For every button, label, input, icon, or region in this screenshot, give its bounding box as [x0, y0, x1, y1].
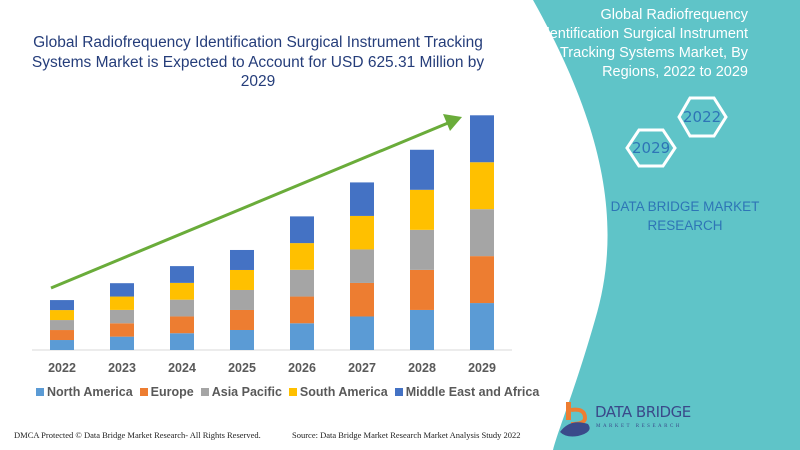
bar-segment-2027-middle-east-and-africa — [350, 182, 374, 216]
bar-segment-2029-north-america — [470, 303, 494, 350]
hex-label-2022: 2022 — [683, 108, 722, 126]
x-tick-label: 2027 — [348, 361, 376, 375]
x-tick-label: 2026 — [288, 361, 316, 375]
legend-label: Middle East and Africa — [405, 385, 540, 399]
bar-segment-2028-europe — [410, 269, 434, 310]
legend-swatch — [288, 388, 297, 396]
legend-swatch — [139, 388, 148, 396]
bar-segment-2028-north-america — [410, 309, 434, 350]
legend-label: North America — [47, 385, 133, 399]
legend-item: Middle East and Africa — [394, 385, 540, 399]
bar-segment-2022-north-america — [50, 340, 74, 350]
bar-segment-2023-asia-pacific — [110, 309, 134, 324]
bar-segment-2023-south-america — [110, 296, 134, 310]
bar-segment-2029-europe — [470, 256, 494, 304]
bar-segment-2024-europe — [170, 316, 194, 334]
footer-source: Source: Data Bridge Market Research Mark… — [292, 430, 521, 440]
bar-segment-2026-asia-pacific — [290, 269, 314, 297]
footer-copyright: DMCA Protected © Data Bridge Market Rese… — [14, 430, 261, 440]
legend-label: Europe — [150, 385, 194, 399]
bar-segment-2023-north-america — [110, 336, 134, 350]
bar-segment-2022-middle-east-and-africa — [50, 300, 74, 311]
right-panel-title: Global Radiofrequency Identification Sur… — [537, 7, 748, 80]
bar-segment-2026-north-america — [290, 323, 314, 350]
bar-segment-2022-south-america — [50, 310, 74, 321]
bar-segment-2027-south-america — [350, 215, 374, 250]
trend-arrow-head — [443, 114, 462, 131]
chart-legend: North America Europe Asia Pacific South Ame… — [36, 385, 539, 399]
bar-segment-2024-south-america — [170, 282, 194, 300]
hexagon-2029 — [625, 128, 677, 168]
chart-title: Global Radiofrequency Identification Sur… — [31, 34, 485, 90]
legend-label: Asia Pacific — [211, 385, 282, 399]
bar-segment-2028-middle-east-and-africa — [410, 149, 434, 190]
bar-segment-2024-asia-pacific — [170, 299, 194, 317]
bar-segment-2022-asia-pacific — [50, 320, 74, 331]
trend-arrow — [50, 114, 462, 290]
bar-segment-2029-south-america — [470, 162, 494, 210]
legend-item: North America — [36, 385, 133, 399]
bar-segment-2027-north-america — [350, 316, 374, 350]
bar-segment-2029-middle-east-and-africa — [470, 115, 494, 163]
bar-segment-2028-south-america — [410, 189, 434, 230]
bar-segment-2024-north-america — [170, 333, 194, 350]
x-tick-label: 2024 — [168, 361, 196, 375]
bar-segment-2025-asia-pacific — [230, 289, 254, 310]
x-tick-label: 2025 — [228, 361, 256, 375]
bar-segment-2026-south-america — [290, 243, 314, 270]
bar-segment-2024-middle-east-and-africa — [170, 266, 194, 283]
bar-segment-2029-asia-pacific — [470, 209, 494, 257]
logo-icon — [560, 402, 590, 437]
legend-item: Asia Pacific — [200, 385, 282, 399]
legend-item: Europe — [139, 385, 194, 399]
x-tick-label: 2022 — [48, 361, 76, 375]
x-tick-label: 2028 — [408, 361, 436, 375]
legend-swatch — [394, 388, 403, 396]
bar-segment-2025-europe — [230, 309, 254, 330]
logo-text: DATA BRIDGE — [595, 403, 691, 421]
bar-segment-2025-middle-east-and-africa — [230, 249, 254, 270]
x-tick-label: 2029 — [468, 361, 496, 375]
logo-subtext: MARKET RESEARCH — [596, 424, 682, 429]
trend-arrow-line — [50, 121, 449, 290]
bar-segment-2025-south-america — [230, 269, 254, 290]
bar-segment-2027-asia-pacific — [350, 249, 374, 283]
bar-segment-2022-europe — [50, 330, 74, 341]
x-tick-label: 2023 — [108, 361, 136, 375]
hexagon-2022 — [677, 96, 728, 138]
brand-text: DATA BRIDGE MARKET RESEARCH — [610, 199, 760, 233]
right-panel-background — [533, 0, 800, 450]
bar-segment-2026-europe — [290, 296, 314, 324]
bar-segment-2025-north-america — [230, 329, 254, 350]
bar-segment-2027-europe — [350, 282, 374, 317]
legend-swatch — [36, 388, 44, 396]
legend-item: South America — [288, 385, 388, 399]
bar-segment-2026-middle-east-and-africa — [290, 216, 314, 244]
bar-segment-2023-middle-east-and-africa — [110, 283, 134, 297]
bar-segment-2028-asia-pacific — [410, 229, 434, 270]
legend-swatch — [200, 388, 209, 396]
hex-label-2029: 2029 — [632, 139, 671, 157]
legend-label: South America — [299, 385, 388, 399]
bar-segment-2023-europe — [110, 323, 134, 337]
